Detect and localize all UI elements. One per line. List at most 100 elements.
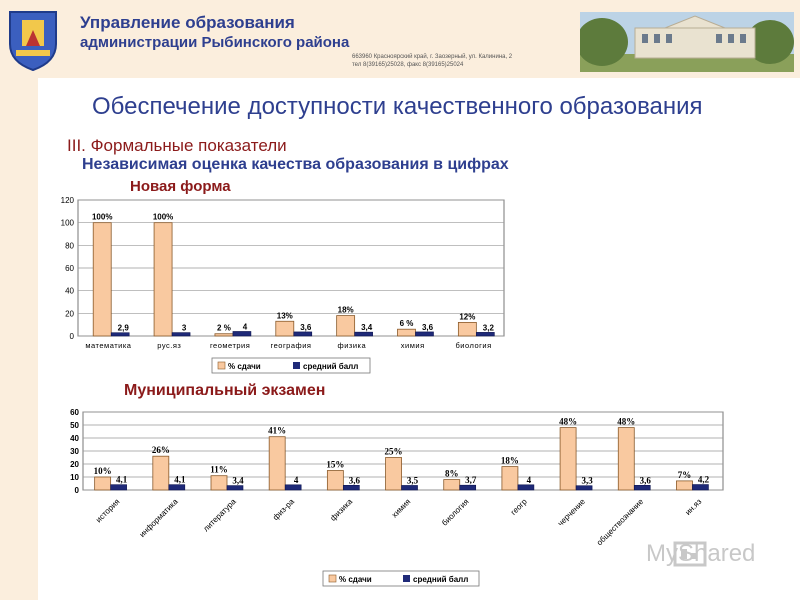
myshared-logo-icon: [673, 541, 707, 567]
org-address: 663960 Красноярский край, г. Заозерный, …: [352, 54, 513, 60]
x-tick-label: геометрия: [210, 341, 250, 350]
x-tick-label: физика: [329, 497, 355, 523]
data-label-percent: 13%: [277, 311, 293, 320]
bar-score: [354, 331, 373, 337]
legend-label-score: средний балл: [303, 362, 358, 371]
data-label-percent: 12%: [459, 312, 475, 321]
data-label-percent: 6 %: [400, 319, 414, 328]
bar-percent: [210, 475, 228, 491]
data-label-score: 3,4: [361, 323, 373, 332]
data-label-percent: 18%: [338, 306, 354, 315]
legend-swatch-percent: [217, 361, 226, 370]
bar-score: [168, 484, 186, 491]
y-tick-label: 30: [70, 447, 79, 456]
x-tick-label: литература: [201, 497, 238, 534]
y-tick-label: 40: [65, 287, 74, 296]
y-tick-label: 0: [70, 332, 75, 341]
coat-of-arms-icon: [9, 11, 57, 72]
y-tick-label: 40: [70, 434, 79, 443]
bar-score: [110, 332, 130, 337]
bar-percent: [152, 455, 170, 491]
bar-score: [293, 331, 313, 337]
data-label-score: 4,1: [116, 475, 128, 485]
y-tick-label: 100: [61, 219, 75, 228]
bar-score: [633, 485, 651, 491]
y-tick-label: 10: [70, 473, 79, 482]
data-label-percent: 26%: [152, 445, 170, 455]
x-tick-label: география: [271, 341, 312, 350]
bar-percent: [676, 480, 693, 491]
bar-percent: [92, 222, 112, 337]
data-label-score: 4,1: [174, 475, 186, 485]
bar-score: [284, 484, 302, 491]
x-tick-label: биология: [440, 497, 471, 528]
x-tick-label: химия: [390, 497, 412, 519]
bar-percent: [457, 321, 477, 337]
bar-percent: [443, 479, 461, 491]
bar-score: [692, 484, 709, 491]
y-tick-label: 20: [65, 309, 74, 318]
data-label-percent: 48%: [617, 417, 635, 427]
data-label-percent: 100%: [153, 213, 173, 222]
data-label-score: 3,6: [640, 475, 652, 485]
y-tick-label: 20: [70, 460, 79, 469]
data-label-score: 3,7: [465, 475, 477, 485]
bar-score: [415, 331, 434, 337]
watermark-text: MyShared: [646, 540, 756, 567]
data-label-percent: 41%: [268, 426, 286, 436]
legend-swatch-score: [403, 575, 410, 582]
slide-title: Обеспечение доступности качественного об…: [92, 93, 703, 120]
legend-swatch-score: [293, 362, 300, 369]
bar-percent: [326, 470, 344, 491]
y-tick-label: 50: [70, 421, 79, 430]
data-label-score: 3,6: [422, 323, 434, 332]
data-label-percent: 10%: [94, 466, 112, 476]
x-tick-label: математика: [85, 341, 131, 350]
x-tick-label: геогр: [509, 497, 529, 517]
org-phone: тел 8(39165)25028, факс 8(39165)25024: [352, 62, 464, 68]
bar-percent: [559, 427, 577, 491]
data-label-score: 3,2: [483, 323, 495, 332]
bar-score: [575, 485, 593, 491]
slide-subtitle: Независимая оценка качества образования …: [82, 156, 509, 173]
x-tick-label: история: [94, 497, 121, 524]
bar-score: [476, 332, 495, 337]
data-label-score: 3,6: [349, 475, 361, 485]
org-name-line2: администрации Рыбинского района: [80, 34, 350, 51]
bar-percent: [336, 315, 356, 337]
bar-score: [110, 484, 127, 491]
x-tick-label: рус.яз: [157, 341, 181, 350]
data-label-score: 4: [243, 322, 248, 331]
data-label-score: 4: [527, 475, 532, 485]
chart2-caption: Муниципальный экзамен: [124, 382, 326, 399]
bar-percent: [153, 222, 173, 337]
bar-percent: [617, 427, 635, 491]
y-tick-label: 60: [70, 408, 79, 417]
bar-percent: [275, 320, 295, 337]
x-tick-label: физ-ра: [271, 497, 296, 522]
data-label-percent: 100%: [92, 213, 112, 222]
chart1-caption: Новая форма: [130, 178, 231, 195]
x-tick-label: химия: [401, 341, 425, 350]
x-tick-label: физика: [338, 341, 367, 350]
data-label-score: 3,3: [581, 476, 593, 486]
bar-score: [226, 485, 244, 491]
data-label-percent: 11%: [210, 465, 228, 475]
legend: [322, 570, 480, 587]
bar-score: [171, 332, 191, 337]
x-tick-label: информатика: [138, 497, 180, 539]
data-label-percent: 18%: [501, 456, 519, 466]
data-label-score: 3,5: [407, 475, 419, 485]
left-decor-strip: [0, 78, 38, 600]
legend-label-percent: % сдачи: [228, 362, 261, 371]
data-label-percent: 25%: [385, 447, 403, 457]
bar-percent: [501, 466, 519, 491]
data-label-score: 3: [182, 324, 187, 333]
legend-label-score: средний балл: [413, 575, 468, 584]
data-label-score: 2,9: [118, 324, 130, 333]
y-tick-label: 120: [61, 196, 75, 205]
building-photo: [580, 12, 794, 72]
bar-score: [401, 485, 418, 491]
